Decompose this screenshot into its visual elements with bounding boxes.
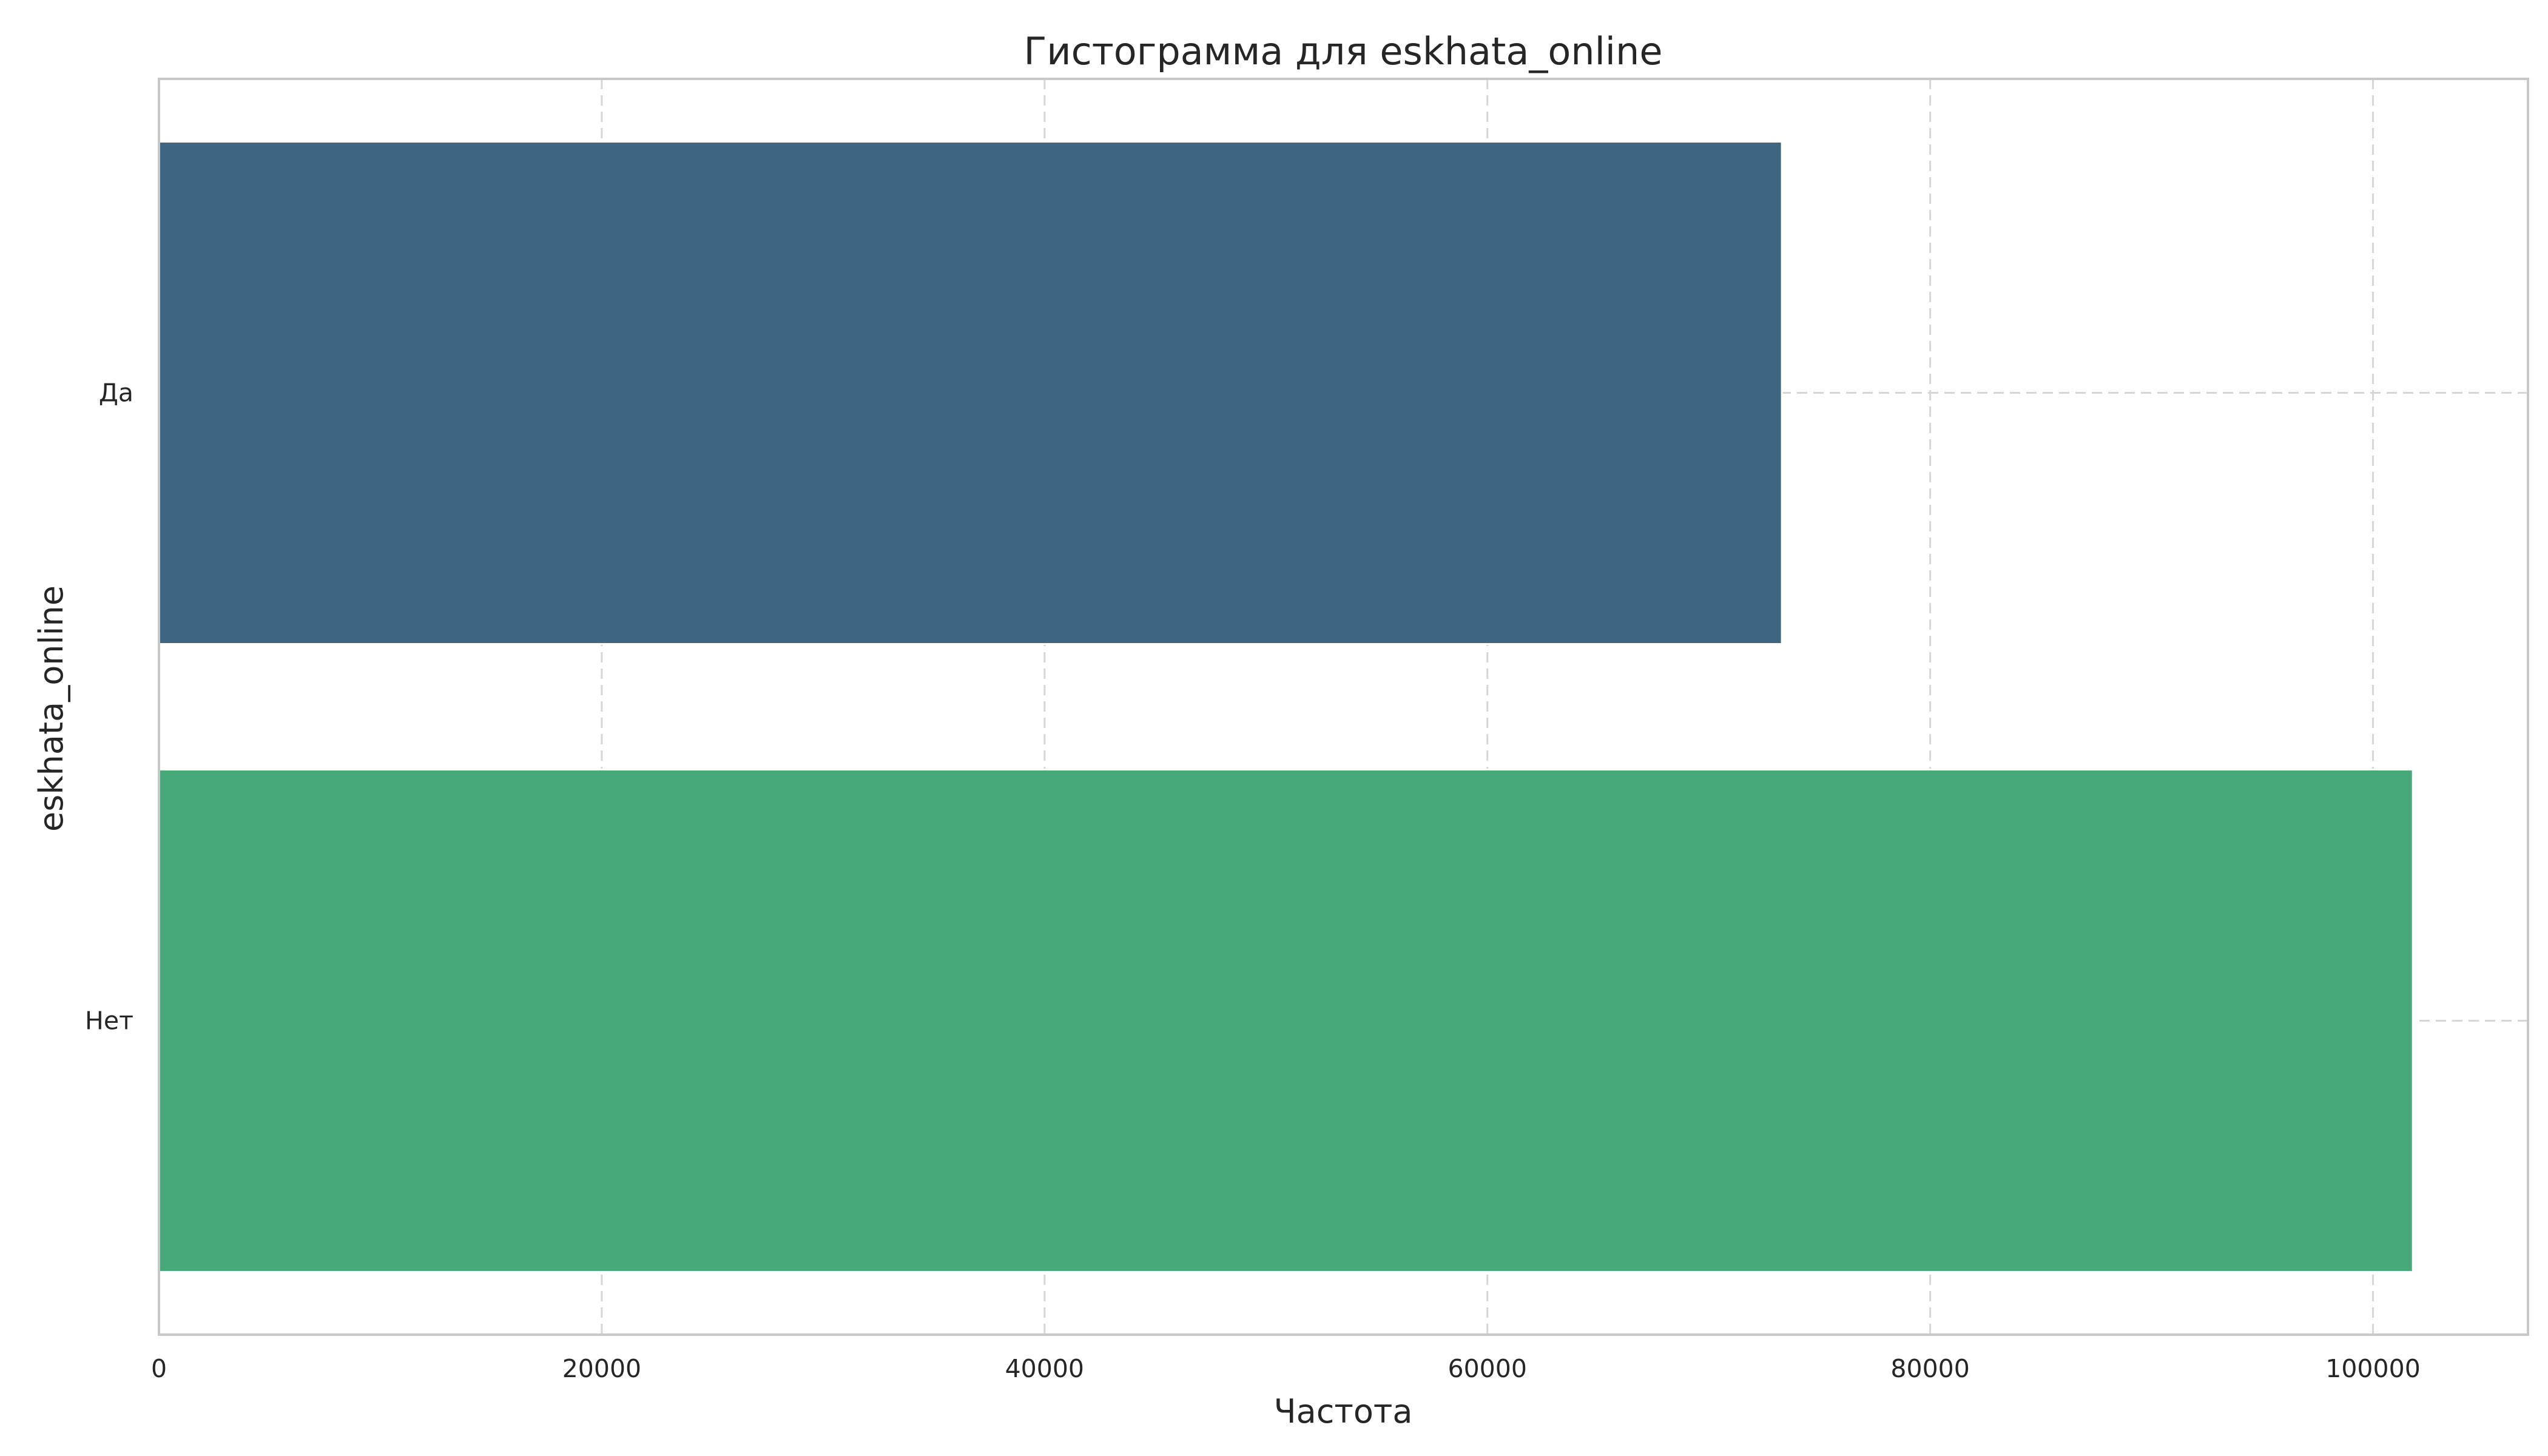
x-tick-label: 80000 [1890,1354,1969,1383]
bar-2 [158,769,2414,1273]
y-tick-label: Нет [85,1006,133,1036]
x-tick-label: 20000 [562,1354,641,1383]
plot-frame [158,78,2529,1336]
x-tick-label: 60000 [1448,1354,1527,1383]
bar-1 [158,141,1783,645]
x-axis-label: Частота [1274,1392,1413,1431]
y-tick-label: Да [99,379,133,408]
x-tick-labels: 0 20000 40000 60000 80000 100000 [151,1354,2421,1383]
y-axis-label: eskhata_online [32,585,70,832]
chart-title: Гистограмма для eskhata_online [1024,29,1663,73]
x-tick-label: 40000 [1005,1354,1084,1383]
y-tick-labels: Да Нет [85,379,133,1036]
x-tick-label: 100000 [2325,1354,2421,1383]
bars [158,141,2414,1273]
x-tick-label: 0 [151,1354,167,1383]
